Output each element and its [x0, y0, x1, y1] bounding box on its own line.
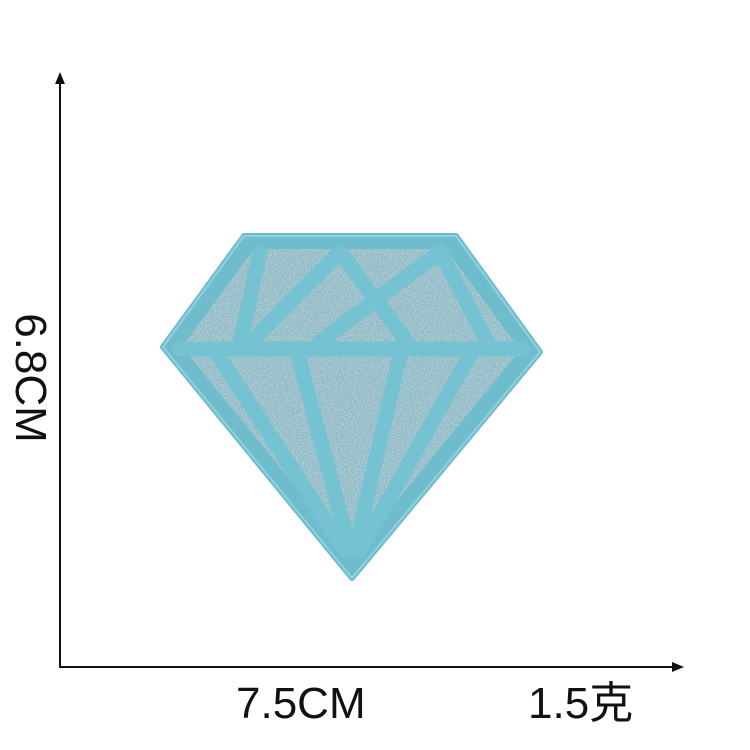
diamond-patch [160, 233, 543, 581]
horizontal-axis-arrow-icon [672, 662, 684, 672]
diamond-facet-stitching [172, 244, 530, 558]
height-dimension-label: 6.8CM [6, 313, 55, 443]
diamond-edge-highlight [162, 235, 541, 579]
vertical-axis-arrow-icon [55, 72, 65, 84]
weight-label: 1.5克 [528, 679, 634, 728]
dimension-axes [55, 72, 684, 672]
width-dimension-label: 7.5CM [236, 679, 366, 728]
